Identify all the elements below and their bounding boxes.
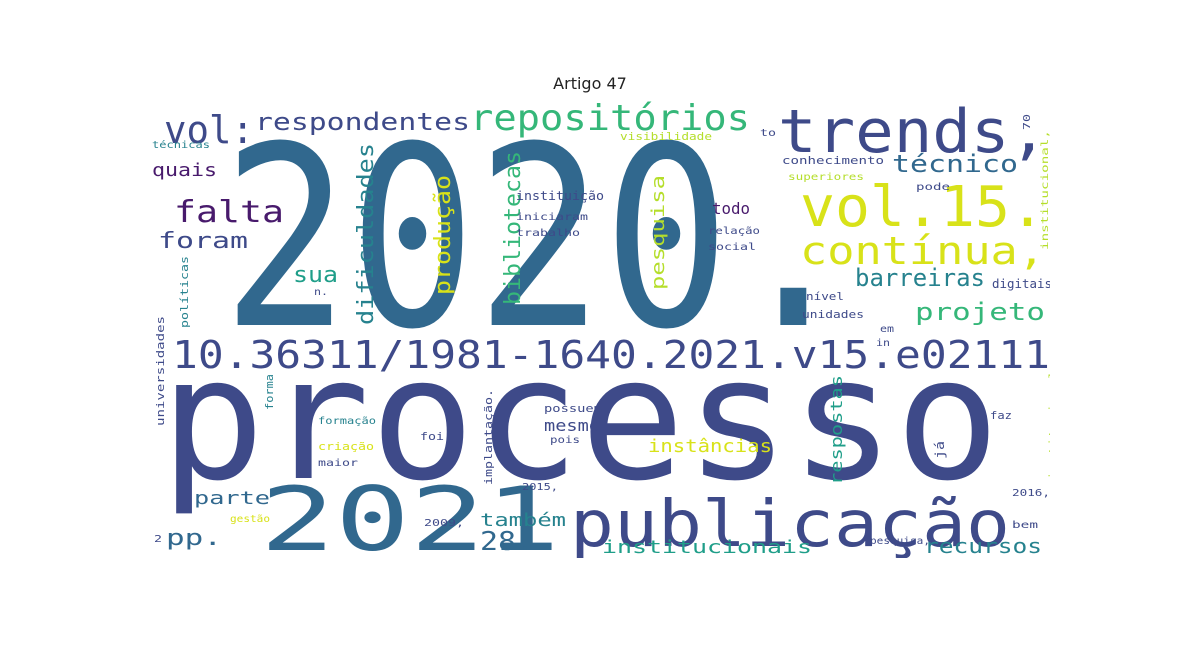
word-cloud-word: formação (318, 416, 376, 427)
word-cloud-word: social (708, 242, 756, 253)
word-cloud-word: respostas (827, 375, 846, 485)
word-cloud-word: também (480, 510, 566, 531)
word-cloud-word: 2016, (1012, 488, 1050, 499)
word-cloud-word: implantação. (482, 389, 495, 485)
word-cloud-word: 10.36311/1981-1640.2021.v15.e02111 (172, 333, 1050, 377)
word-cloud-word: políticas (178, 256, 191, 328)
word-cloud-word: gestão (230, 514, 270, 525)
word-cloud-word: falta (174, 195, 284, 230)
word-cloud-word: foi (420, 430, 444, 443)
word-cloud-word: universidades (154, 316, 167, 426)
word-cloud-word: recursos (924, 534, 1042, 558)
word-cloud-word: em (880, 324, 894, 335)
word-cloud-word: pesquisa (648, 175, 669, 290)
word-cloud-word: relação (708, 226, 760, 237)
word-cloud: 2020.processo trends, vol.15.contínua, publ… (152, 100, 1050, 558)
word-cloud-word: parte (194, 488, 270, 509)
word-cloud-word: projeto (915, 298, 1045, 326)
word-cloud-word: institucional, (1040, 130, 1050, 250)
word-cloud-word: institucional. (1048, 362, 1050, 480)
word-cloud-word: to (760, 128, 776, 139)
word-cloud-word: digitais (992, 277, 1050, 291)
word-cloud-word: 70 (1022, 114, 1033, 130)
word-cloud-word: faz (990, 409, 1012, 422)
word-cloud-word: técnicas (152, 139, 210, 151)
word-cloud-word: n. (314, 287, 328, 298)
word-cloud-word: barreiras (855, 264, 985, 292)
word-cloud-word: 2020. (222, 100, 857, 384)
word-cloud-word: superiores (788, 172, 864, 183)
word-cloud-word: 2015, (522, 482, 558, 493)
word-cloud-word: sua (293, 263, 338, 288)
word-cloud-word: instâncias (648, 436, 772, 457)
word-cloud-word: processo (160, 321, 1000, 519)
word-cloud-word: institucionais (602, 537, 812, 558)
word-cloud-word: quais (152, 160, 217, 181)
word-cloud-word: bem (1012, 520, 1038, 531)
word-cloud-word: maior (318, 458, 358, 469)
word-cloud-word: produção (431, 175, 456, 295)
word-cloud-word: conhecimento (782, 154, 884, 167)
word-cloud-word: 2 (154, 534, 162, 545)
word-cloud-word: instituição (516, 189, 604, 203)
word-cloud-word: pp. (166, 526, 222, 551)
word-cloud-word: 2009, (424, 518, 464, 529)
word-cloud-word: todo (712, 199, 750, 218)
word-cloud-word: unidades (802, 308, 864, 321)
word-cloud-word: repositórios (470, 100, 750, 139)
word-cloud-word: vol.15. (800, 175, 1045, 240)
word-cloud-word: iniciaram (516, 212, 588, 223)
word-cloud-word: técnico (892, 150, 1018, 178)
figure-title: Artigo 47 (553, 74, 627, 93)
word-cloud-word: foram (158, 229, 248, 254)
word-cloud-word: 2021 (260, 468, 560, 558)
word-cloud-word: vol: (164, 108, 254, 152)
word-cloud-word: trends, (778, 100, 1048, 167)
word-cloud-word: nível (806, 290, 844, 303)
word-cloud-word: respondentes (255, 108, 470, 136)
word-cloud-word: já (933, 441, 947, 459)
word-cloud-word: criação (318, 440, 374, 453)
word-cloud-word: trabalho (516, 228, 580, 239)
word-cloud-word: visibilidade (620, 130, 712, 143)
word-cloud-word: bibliotecas (501, 151, 526, 305)
word-cloud-word: pois (550, 435, 580, 446)
word-cloud-word: in (876, 338, 890, 349)
word-cloud-word: publicação (570, 488, 1010, 558)
word-cloud-word: 28. (480, 527, 534, 557)
word-cloud-word: pode (916, 182, 950, 193)
word-cloud-word: pesquisa, (870, 536, 930, 547)
word-cloud-word: contínua, (800, 229, 1045, 273)
word-cloud-word: possuem (544, 402, 602, 415)
word-cloud-word: mesmo (544, 416, 600, 435)
word-cloud-word: dificuldades (354, 143, 379, 325)
word-cloud-word: forma (263, 374, 276, 410)
